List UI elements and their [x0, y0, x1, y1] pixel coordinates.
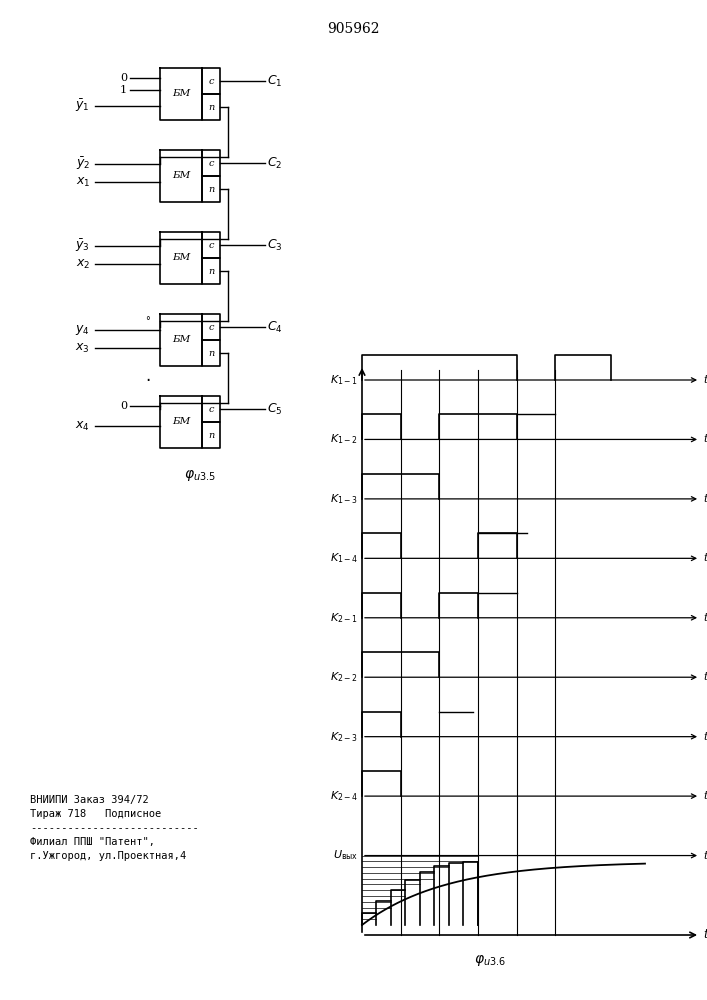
Text: t: t [703, 553, 707, 563]
Text: t: t [703, 434, 707, 444]
Text: $K_{1-4}$: $K_{1-4}$ [329, 551, 358, 565]
Text: t: t [703, 791, 707, 801]
Text: $\bar{y}_3$: $\bar{y}_3$ [75, 238, 90, 254]
Text: с: с [209, 322, 214, 332]
Text: с: с [209, 404, 214, 414]
Text: БМ: БМ [172, 172, 190, 180]
Text: с: с [209, 77, 214, 86]
Text: БМ: БМ [172, 253, 190, 262]
Text: ВНИИПИ Заказ 394/72: ВНИИПИ Заказ 394/72 [30, 795, 148, 805]
Text: с: с [209, 240, 214, 249]
Text: t: t [703, 928, 707, 942]
Text: t: t [703, 672, 707, 682]
Text: п: п [208, 266, 214, 275]
Text: с: с [209, 158, 214, 167]
Text: 0: 0 [120, 401, 127, 411]
Text: 1: 1 [120, 85, 127, 95]
Text: $y_4$: $y_4$ [76, 323, 90, 337]
Text: $\bar{y}_2$: $\bar{y}_2$ [76, 156, 90, 172]
Text: $U_{\text{вых}}$: $U_{\text{вых}}$ [333, 849, 358, 862]
Text: t: t [703, 732, 707, 742]
Text: ·: · [146, 372, 151, 390]
Text: $K_{2-2}$: $K_{2-2}$ [330, 670, 358, 684]
Text: $K_{2-4}$: $K_{2-4}$ [329, 789, 358, 803]
Text: $C_1$: $C_1$ [267, 73, 283, 89]
Text: $\varphi_{u3.5}$: $\varphi_{u3.5}$ [184, 468, 216, 483]
Text: $C_3$: $C_3$ [267, 237, 283, 253]
Text: $K_{1-3}$: $K_{1-3}$ [330, 492, 358, 506]
Text: $C_4$: $C_4$ [267, 319, 283, 335]
Text: t: t [703, 613, 707, 623]
Text: $\bar{y}_1$: $\bar{y}_1$ [76, 98, 90, 114]
Text: п: п [208, 349, 214, 358]
Text: БМ: БМ [172, 336, 190, 344]
Text: г.Ужгород, ул.Проектная,4: г.Ужгород, ул.Проектная,4 [30, 851, 186, 861]
Text: $x_4$: $x_4$ [75, 419, 90, 433]
Text: $K_{1-1}$: $K_{1-1}$ [330, 373, 358, 387]
Text: $C_2$: $C_2$ [267, 155, 282, 171]
Text: °: ° [146, 316, 151, 326]
Text: $x_3$: $x_3$ [76, 341, 90, 355]
Text: t: t [703, 494, 707, 504]
Text: $C_5$: $C_5$ [267, 401, 283, 417]
Text: ---------------------------: --------------------------- [30, 823, 199, 833]
Text: $\varphi_{u3.6}$: $\varphi_{u3.6}$ [474, 952, 506, 968]
Text: п: п [208, 430, 214, 440]
Text: $K_{2-1}$: $K_{2-1}$ [330, 611, 358, 625]
Text: $x_2$: $x_2$ [76, 257, 90, 271]
Text: $K_{2-3}$: $K_{2-3}$ [330, 730, 358, 744]
Text: БМ: БМ [172, 418, 190, 426]
Text: Тираж 718   Подписное: Тираж 718 Подписное [30, 809, 161, 819]
Text: t: t [703, 375, 707, 385]
Text: Филиал ППШ "Патент",: Филиал ППШ "Патент", [30, 837, 155, 847]
Text: 905962: 905962 [327, 22, 379, 36]
Text: t: t [703, 851, 707, 861]
Text: БМ: БМ [172, 90, 190, 99]
Text: п: п [208, 103, 214, 111]
Text: $x_1$: $x_1$ [76, 175, 90, 189]
Text: п: п [208, 184, 214, 194]
Text: 0: 0 [120, 73, 127, 83]
Text: $K_{1-2}$: $K_{1-2}$ [330, 433, 358, 446]
